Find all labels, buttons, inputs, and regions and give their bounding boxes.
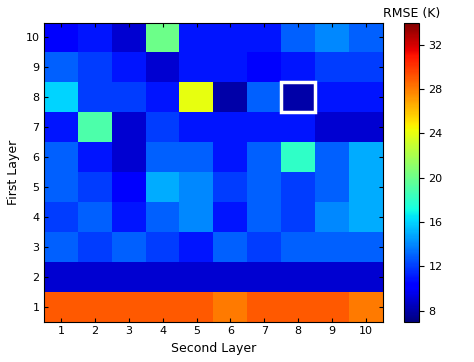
X-axis label: Second Layer: Second Layer (171, 342, 256, 355)
Bar (281, 82, 315, 112)
Title: RMSE (K): RMSE (K) (383, 7, 440, 20)
Y-axis label: First Layer: First Layer (7, 139, 20, 205)
